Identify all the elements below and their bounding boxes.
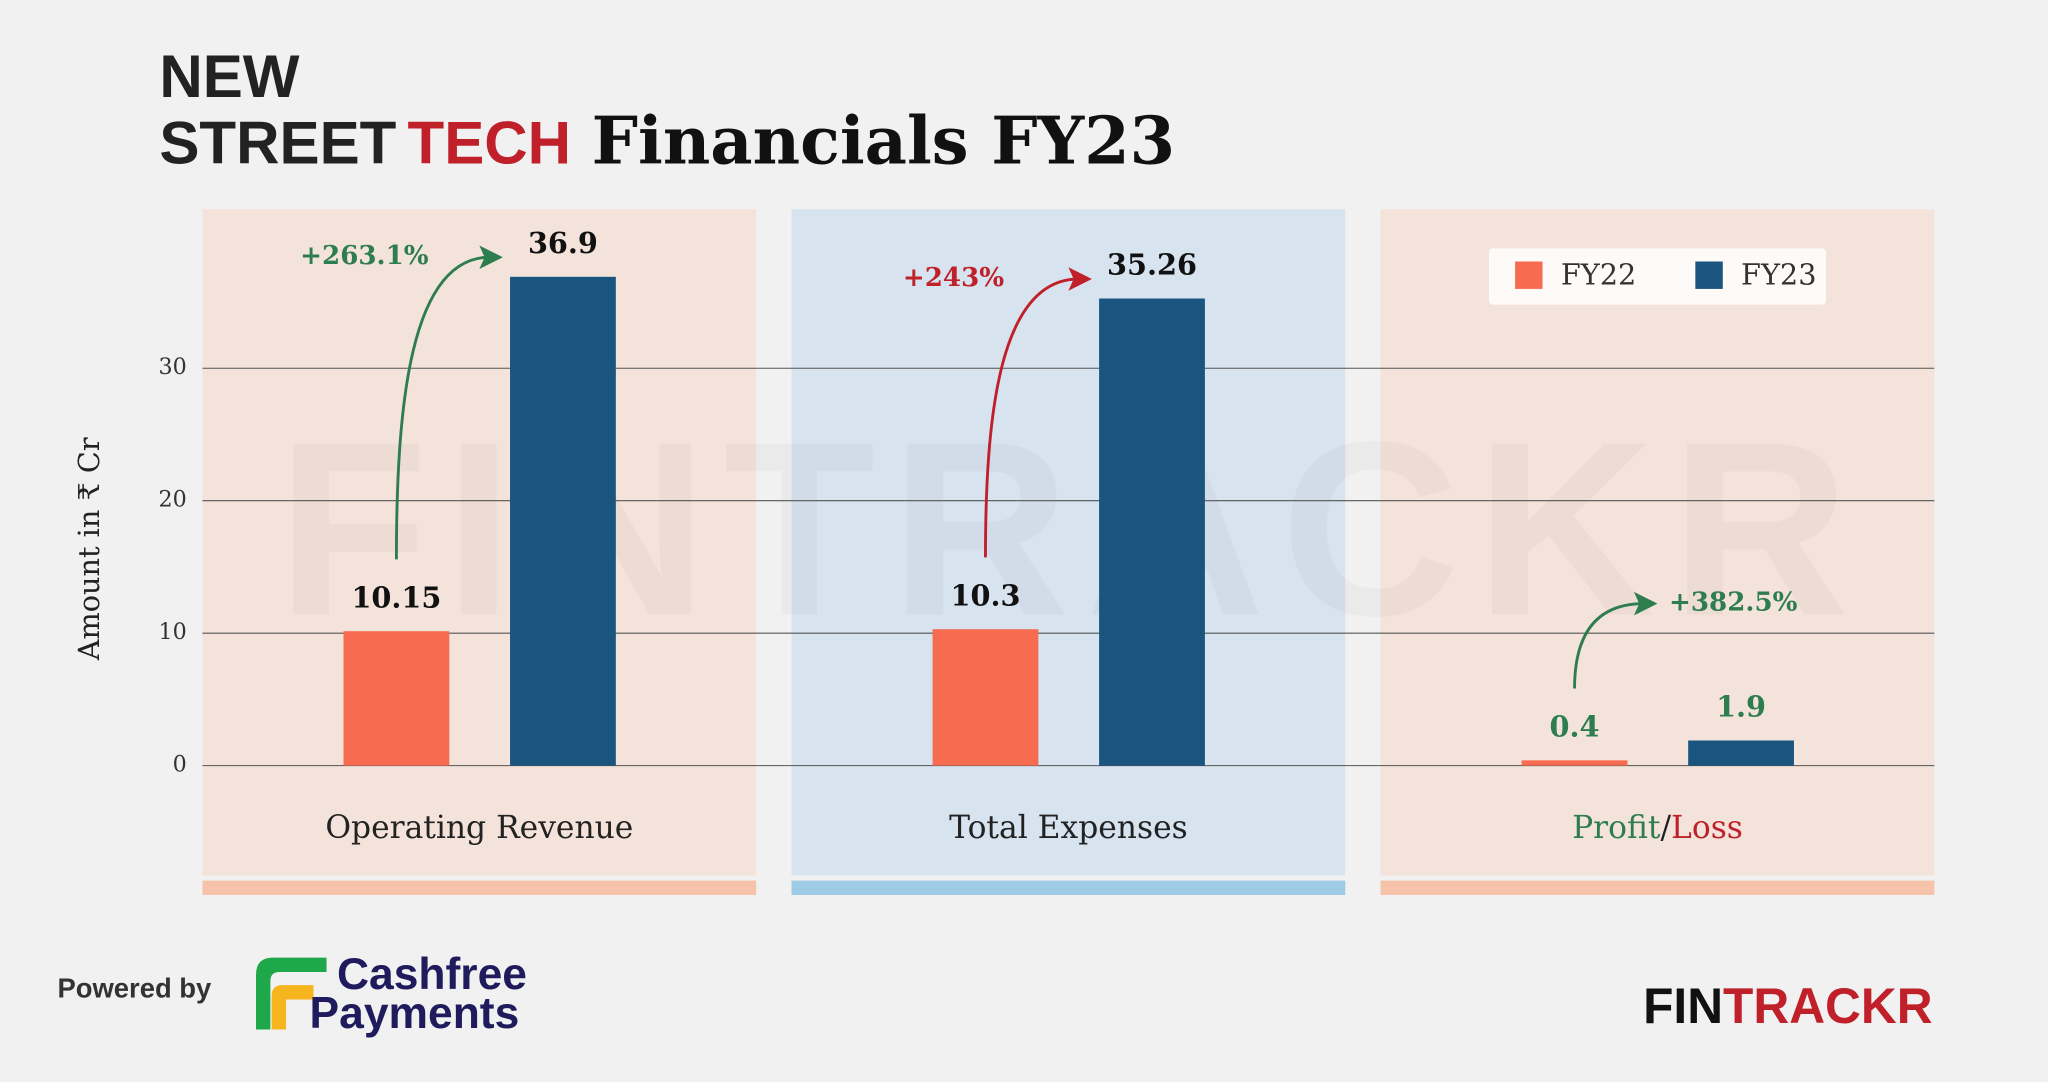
panel-strip: [202, 880, 757, 895]
growth-arrow: [1573, 602, 1645, 689]
legend-box: [1488, 248, 1826, 305]
data-label: 10.3: [950, 578, 1020, 612]
y-tick-label: 10: [159, 619, 187, 645]
panel: [791, 209, 1346, 876]
powered-by: Powered by: [57, 973, 212, 1004]
brand-line2a: STREET: [159, 110, 396, 177]
annotation: +243%: [903, 262, 1004, 293]
footer-logo-part1: FIN: [1643, 978, 1723, 1034]
brand-line2b: TECH: [408, 110, 572, 177]
data-label: 10.15: [351, 580, 441, 614]
brand-line1: NEW: [159, 43, 299, 110]
arrow-head: [479, 245, 503, 269]
chart-title: Financials FY23: [592, 104, 1175, 180]
arrow-head: [1068, 267, 1092, 291]
x-tick-label: Total Expenses: [949, 810, 1188, 846]
legend-swatch: [1515, 261, 1543, 289]
footer-logo-part2: TRACKR: [1723, 978, 1933, 1034]
legend-label: FY23: [1741, 258, 1816, 292]
panel: [1380, 209, 1935, 876]
data-label: 1.9: [1716, 690, 1766, 724]
data-label: 35.26: [1107, 248, 1197, 282]
panel: [202, 209, 757, 876]
footer-logo: FINTRACKR: [1643, 978, 1932, 1034]
x-tick-label: Profit/Loss: [1572, 810, 1743, 846]
y-tick-label: 30: [159, 354, 187, 380]
annotation: +382.5%: [1669, 587, 1798, 618]
y-axis-label: Amount in ₹ Cr: [72, 437, 106, 661]
bar: [1099, 298, 1205, 766]
legend-label: FY22: [1561, 258, 1636, 292]
bar: [1688, 740, 1794, 766]
y-tick-label: 0: [173, 752, 187, 778]
bar: [510, 276, 616, 766]
legend-swatch: [1695, 261, 1723, 289]
bar: [932, 629, 1039, 766]
arrow-head: [1633, 591, 1658, 616]
growth-arrow: [394, 255, 490, 560]
annotation: +263.1%: [300, 240, 429, 271]
y-tick-label: 20: [159, 487, 187, 513]
bar: [343, 631, 450, 766]
sponsor-line2: Payments: [310, 989, 520, 1038]
panel-strip: [1380, 880, 1935, 895]
bar: [1521, 760, 1628, 766]
data-label: 36.9: [528, 226, 598, 260]
x-tick-label: Operating Revenue: [325, 810, 633, 846]
sponsor-line1: Cashfree: [337, 950, 527, 999]
growth-arrow: [984, 277, 1079, 558]
data-label: 0.4: [1550, 710, 1600, 744]
sponsor-logo-icon: [256, 957, 327, 1030]
panel-strip: [791, 880, 1346, 895]
